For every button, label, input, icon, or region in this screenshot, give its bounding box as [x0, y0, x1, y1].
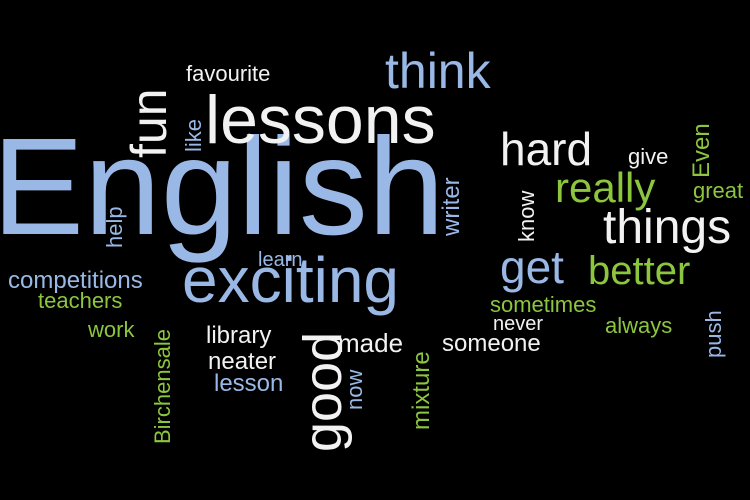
word-now: now [342, 369, 367, 410]
word-like: like [181, 118, 206, 152]
word-better: better [588, 249, 691, 293]
word-teachers: teachers [38, 288, 123, 313]
word-learn: learn [258, 249, 303, 271]
word-lessons: lessons [205, 82, 436, 158]
word-fun: fun [121, 88, 177, 158]
word-competitions: competitions [8, 267, 143, 294]
word-push: push [701, 310, 726, 358]
word-hard: hard [500, 123, 593, 175]
word-really: really [555, 164, 656, 211]
word-things: things [603, 201, 732, 254]
word-library: library [206, 322, 272, 349]
word-writer: writer [438, 177, 465, 236]
word-get: get [500, 241, 564, 293]
word-always: always [605, 313, 673, 338]
word-great: great [693, 178, 744, 203]
word-know: know [514, 190, 539, 242]
word-mixture: mixture [408, 351, 435, 430]
word-english: English [0, 110, 445, 264]
word-think: think [385, 43, 491, 99]
word-give: give [628, 144, 669, 169]
word-favourite: favourite [186, 61, 271, 86]
word-even: Even [688, 123, 715, 178]
word-sometimes: sometimes [490, 292, 597, 317]
word-never: never [493, 313, 544, 335]
word-someone: someone [442, 330, 541, 357]
word-help: help [102, 206, 127, 248]
word-lesson: lesson [214, 370, 284, 397]
word-neater: neater [208, 348, 277, 375]
word-made: made [338, 328, 404, 358]
word-exciting: exciting [182, 244, 399, 316]
word-work: work [88, 317, 135, 342]
word-birchensale: Birchensale [150, 329, 175, 444]
